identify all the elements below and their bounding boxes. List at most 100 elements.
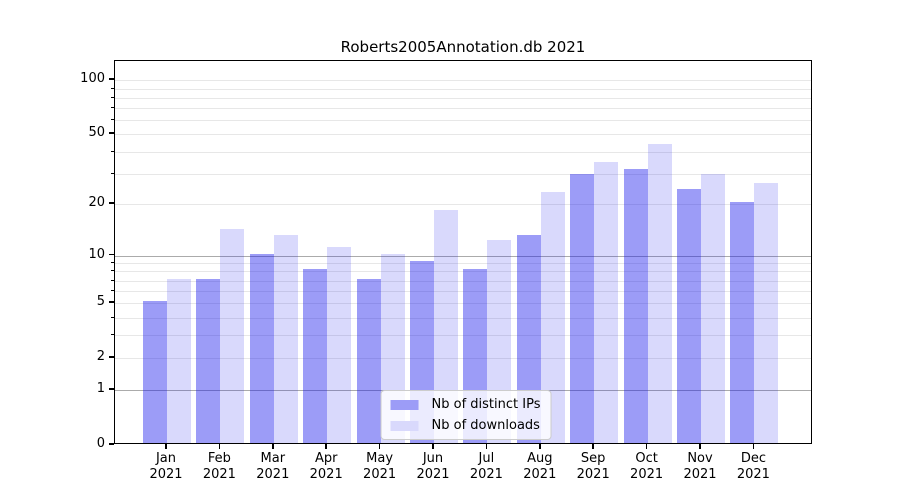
bar-downloads-nov	[701, 174, 725, 443]
y-tick-mark-2	[109, 356, 114, 358]
legend-swatch-downloads	[390, 420, 419, 431]
legend-item-downloads: Nb of downloads	[390, 417, 541, 434]
x-tick-mark-mar	[272, 444, 274, 449]
gridline-minor-5	[115, 303, 811, 305]
bar-ips-sep	[570, 174, 595, 443]
y-minor-tick-mark-7	[111, 279, 114, 281]
x-tick-mark-apr	[325, 444, 327, 449]
bar-ips-oct	[623, 169, 648, 443]
y-minor-tick-mark-30	[111, 172, 114, 174]
y-tick-label-20: 20	[88, 195, 105, 211]
x-tick-label-oct: Oct 2021	[630, 451, 664, 482]
y-minor-tick-mark-60	[111, 119, 114, 121]
y-tick-mark-50	[109, 132, 114, 134]
bar-ips-dec	[730, 202, 755, 443]
bar-downloads-apr	[327, 246, 352, 443]
legend-swatch-distinct-ips	[390, 399, 419, 410]
bar-downloads-feb	[220, 229, 245, 443]
y-tick-mark-20	[109, 202, 114, 204]
y-tick-mark-100	[109, 78, 114, 80]
gridline-minor-2	[115, 358, 811, 360]
gridline-minor-80	[115, 97, 811, 99]
x-tick-label-sep: Sep 2021	[576, 451, 610, 482]
y-tick-label-0: 0	[96, 436, 105, 451]
x-tick-label-aug: Aug 2021	[523, 451, 557, 482]
gridline-minor-30	[115, 173, 811, 175]
y-minor-tick-mark-4	[111, 316, 114, 318]
y-minor-tick-mark-3	[111, 334, 114, 336]
x-tick-label-dec: Dec 2021	[736, 451, 770, 482]
y-tick-label-100: 100	[80, 71, 105, 87]
y-minor-tick-mark-6	[111, 290, 114, 292]
y-minor-tick-mark-9	[111, 262, 114, 264]
x-tick-mark-sep	[592, 444, 594, 449]
y-minor-tick-mark-90	[111, 87, 114, 89]
y-tick-mark-0	[109, 443, 114, 445]
y-minor-tick-mark-70	[111, 107, 114, 109]
y-minor-tick-mark-80	[111, 96, 114, 98]
y-tick-label-10: 10	[88, 246, 105, 262]
x-tick-label-jan: Jan 2021	[149, 451, 183, 482]
bar-ips-nov	[677, 188, 701, 443]
x-tick-mark-nov	[699, 444, 701, 449]
legend: Nb of distinct IPs Nb of downloads	[380, 390, 552, 440]
x-tick-mark-feb	[218, 444, 221, 449]
gridline-minor-40	[115, 151, 811, 153]
bar-ips-feb	[196, 278, 221, 443]
gridline-minor-70	[115, 108, 811, 110]
bar-ips-may	[356, 278, 381, 443]
bar-ips-mar	[249, 253, 274, 443]
x-tick-label-jul: Jul 2021	[469, 451, 503, 482]
gridline-minor-3	[115, 335, 811, 337]
y-tick-mark-1	[109, 388, 114, 390]
y-tick-label-1: 1	[96, 381, 105, 397]
y-minor-tick-mark-40	[111, 150, 114, 152]
x-tick-label-mar: Mar 2021	[256, 451, 290, 482]
x-tick-mark-aug	[539, 444, 541, 449]
bar-downloads-oct	[647, 144, 672, 443]
bar-downloads-sep	[594, 162, 619, 443]
gridline-major-10	[115, 255, 811, 257]
y-tick-label-2: 2	[96, 349, 105, 365]
x-tick-label-apr: Apr 2021	[309, 451, 343, 482]
x-tick-mark-dec	[752, 444, 755, 449]
legend-item-ips: Nb of distinct IPs	[390, 396, 541, 413]
chart-title: Roberts2005Annotation.db 2021	[340, 38, 586, 56]
gridline-minor-7	[115, 280, 811, 282]
x-tick-label-may: May 2021	[363, 451, 397, 482]
bar-downloads-dec	[754, 182, 779, 443]
gridline-minor-4	[115, 317, 811, 319]
x-tick-mark-may	[378, 444, 381, 449]
y-minor-tick-mark-8	[111, 270, 114, 272]
gridline-minor-9	[115, 263, 811, 265]
y-tick-mark-10	[109, 253, 114, 256]
bar-downloads-jan	[167, 278, 191, 443]
legend-label-distinct-ips: Nb of distinct IPs	[431, 397, 541, 412]
x-tick-mark-jun	[432, 444, 434, 449]
x-tick-label-jun: Jun 2021	[416, 451, 450, 482]
x-tick-mark-jul	[485, 444, 488, 449]
plot-area	[114, 60, 812, 444]
bar-downloads-mar	[273, 234, 298, 443]
gridline-minor-90	[115, 88, 811, 90]
gridline-minor-50	[115, 134, 811, 136]
x-tick-mark-oct	[645, 444, 648, 449]
bar-ips-apr	[303, 269, 328, 443]
x-tick-mark-jan	[165, 444, 167, 449]
gridline-minor-60	[115, 120, 811, 122]
legend-label-downloads: Nb of downloads	[431, 418, 540, 433]
y-tick-label-50: 50	[88, 125, 105, 141]
gridline-minor-8	[115, 271, 811, 273]
bar-ips-jan	[143, 301, 167, 443]
x-tick-label-feb: Feb 2021	[202, 451, 236, 482]
gridline-minor-20	[115, 204, 811, 206]
y-tick-label-5: 5	[96, 294, 105, 310]
bars-layer	[115, 61, 811, 443]
x-tick-label-nov: Nov 2021	[683, 451, 717, 482]
y-tick-mark-5	[109, 301, 114, 303]
gridline-minor-6	[115, 291, 811, 293]
gridline-minor-100	[115, 80, 811, 82]
